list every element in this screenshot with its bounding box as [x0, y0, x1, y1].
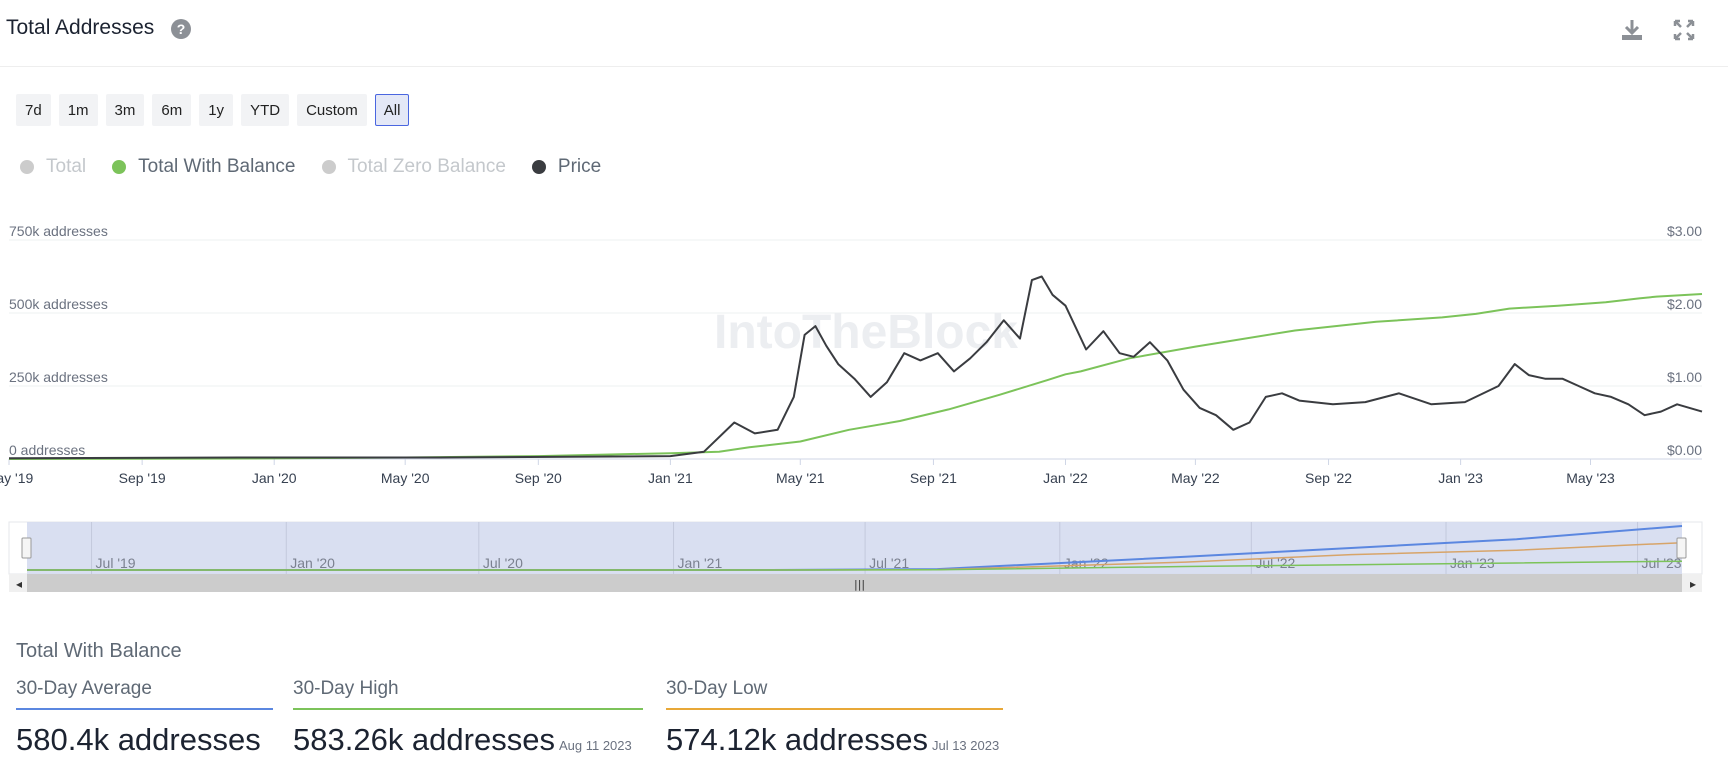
stat-underline [16, 708, 273, 710]
legend-dot-icon [321, 160, 336, 174]
legend-item[interactable]: Total With Balance [112, 156, 296, 178]
stat-card: 30-Day Average 580.4k addresses [16, 678, 273, 758]
stat-label: 30-Day Average [16, 678, 152, 699]
page-title: Total Addresses [6, 16, 155, 39]
x-tick-label: May '19 [0, 470, 34, 486]
y-right-tick-label: $0.00 [1667, 442, 1702, 458]
line-chart: 0 addresses 250k addresses 500k addresses 7… [0, 223, 1703, 592]
legend-label: Price [557, 156, 602, 177]
x-tick-label: Sep '21 [910, 470, 957, 486]
scroll-grip-icon: ||| [854, 578, 865, 591]
legend-label: Total Zero Balance [347, 156, 506, 177]
stat-value-text: 583.26k addresses [293, 722, 555, 757]
legend-item[interactable]: Price [531, 156, 602, 178]
navigator-selection [27, 522, 1682, 574]
series-line-total-with-balance [8, 293, 1703, 460]
navigator-tick-label: Jul '20 [483, 555, 523, 571]
y-right-tick-label: $3.00 [1667, 223, 1702, 239]
download-icon[interactable] [1618, 16, 1646, 44]
range-button-all[interactable]: All [374, 94, 410, 126]
x-tick-label: Jan '23 [1438, 470, 1483, 486]
legend-dot-icon [112, 160, 127, 174]
stat-date: Jul 13 2023 [931, 738, 1000, 753]
stat-value: 583.26k addresses Aug 11 2023 [293, 722, 643, 758]
watermark: IntoTheBlock [714, 306, 1018, 359]
range-button-ytd[interactable]: YTD [241, 94, 290, 126]
navigator-handle-left [21, 537, 32, 559]
x-tick-label: May '20 [381, 470, 430, 486]
y-left-tick-label: 0 addresses [9, 442, 85, 458]
time-range-selector: 7d 1m 3m 6m 1y YTD Custom All [16, 94, 410, 126]
chart-legend: Total Total With Balance Total Zero Balanc… [20, 156, 601, 178]
legend-item[interactable]: Total Zero Balance [321, 156, 506, 178]
scroll-right-icon: ▸ [1690, 577, 1696, 591]
question-circle-icon[interactable]: ? [171, 19, 191, 39]
y-left-tick-label: 250k addresses [9, 369, 108, 385]
x-tick-label: May '23 [1566, 470, 1615, 486]
stat-value: 580.4k addresses [16, 722, 273, 758]
x-tick-label: Sep '20 [515, 470, 562, 486]
x-tick-label: May '22 [1171, 470, 1220, 486]
stat-label: 30-Day High [293, 678, 399, 699]
navigator-tick-label: Jan '20 [290, 555, 335, 571]
y-left-tick-label: 750k addresses [9, 223, 108, 239]
y-right-tick-label: $2.00 [1667, 296, 1702, 312]
legend-item[interactable]: Total [20, 156, 86, 178]
series-line-price [8, 275, 1703, 460]
legend-dot-icon [20, 160, 34, 174]
y-left-tick-label: 500k addresses [9, 296, 108, 312]
stat-card: 30-Day High 583.26k addresses Aug 11 2023 [293, 678, 643, 758]
navigator-handle-right [1676, 537, 1687, 559]
x-tick-label: Sep '22 [1305, 470, 1352, 486]
range-button-1m[interactable]: 1m [58, 94, 98, 126]
x-tick-label: Jan '20 [252, 470, 297, 486]
range-button-3m[interactable]: 3m [105, 94, 145, 126]
stat-underline [293, 708, 643, 710]
stat-underline [666, 708, 1003, 710]
legend-label: Total [46, 156, 87, 177]
range-button-1y[interactable]: 1y [199, 94, 234, 126]
navigator-tick-label: Jan '21 [678, 555, 723, 571]
navigator-tick-label: Jul '21 [869, 555, 909, 571]
stat-card: 30-Day Low 574.12k addresses Jul 13 2023 [666, 678, 1003, 758]
x-tick-label: Jan '21 [648, 470, 693, 486]
stats-title: Total With Balance [16, 640, 182, 662]
x-tick-label: Jan '22 [1043, 470, 1088, 486]
legend-dot-icon [531, 160, 546, 174]
legend-label: Total With Balance [138, 156, 296, 177]
stat-value-text: 580.4k addresses [16, 722, 261, 757]
stat-date: Aug 11 2023 [558, 738, 632, 753]
scrollbar-thumb [27, 574, 1682, 592]
x-tick-label: May '21 [776, 470, 825, 486]
navigator-tick-label: Jul '23 [1642, 555, 1682, 571]
range-button-7d[interactable]: 7d [16, 94, 51, 126]
range-button-6m[interactable]: 6m [152, 94, 192, 126]
navigator-series-line [27, 560, 1683, 571]
stat-value-text: 574.12k addresses [666, 722, 928, 757]
stats-panel: Total With Balance 30-Day Average 580.4k … [16, 640, 1003, 757]
chart-header: Total Addresses ? [0, 0, 1728, 67]
navigator-tick-label: Jul '19 [96, 555, 136, 571]
scroll-left-icon: ◂ [16, 577, 22, 591]
stat-label: 30-Day Low [666, 678, 768, 699]
expand-icon[interactable] [1670, 16, 1698, 44]
stat-value: 574.12k addresses Jul 13 2023 [666, 722, 1003, 758]
range-button-custom[interactable]: Custom [297, 94, 367, 126]
x-tick-label: Sep '19 [119, 470, 166, 486]
y-right-tick-label: $1.00 [1667, 369, 1702, 385]
